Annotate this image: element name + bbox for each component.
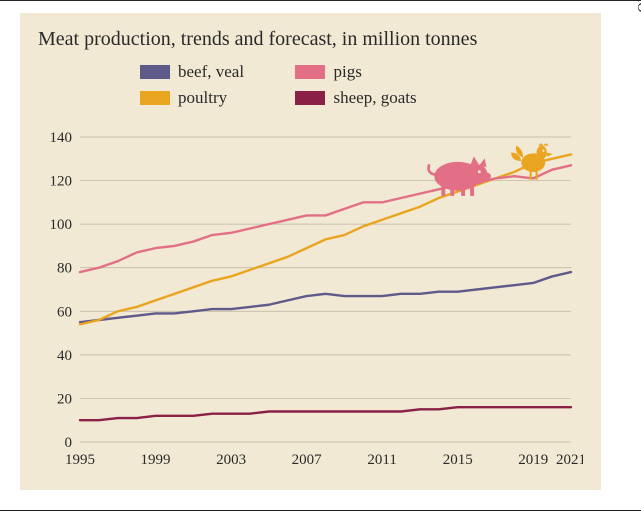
svg-text:80: 80 [57, 261, 72, 277]
svg-text:1995: 1995 [65, 452, 95, 468]
svg-text:0: 0 [65, 435, 73, 451]
legend-item-poultry: poultry [140, 88, 277, 108]
legend-label: beef, veal [178, 62, 244, 82]
chart-panel: Meat production, trends and forecast, in… [20, 13, 601, 490]
chicken-icon [511, 144, 553, 180]
legend: beef, veal pigs poultry sheep, goats [140, 62, 450, 108]
svg-text:100: 100 [50, 217, 73, 233]
legend-swatch-pigs [295, 65, 325, 79]
svg-text:2019: 2019 [518, 452, 548, 468]
plot-area: 0 20 40 60 80 100 120 140 1995 1999 2003 2007 2011 20… [38, 131, 583, 472]
legend-swatch-poultry [140, 91, 170, 105]
svg-text:140: 140 [50, 131, 73, 146]
svg-text:2007: 2007 [292, 452, 323, 468]
source-credit: OECD/FAO [633, 0, 641, 13]
svg-text:2011: 2011 [367, 452, 396, 468]
svg-text:20: 20 [57, 391, 72, 407]
svg-text:2015: 2015 [443, 452, 473, 468]
legend-item-pigs: pigs [295, 62, 450, 82]
svg-text:2003: 2003 [216, 452, 246, 468]
svg-text:2021: 2021 [556, 452, 583, 468]
chart-svg: 0 20 40 60 80 100 120 140 1995 1999 2003 2007 2011 20… [38, 131, 583, 472]
legend-swatch-beef [140, 65, 170, 79]
legend-label: sheep, goats [333, 88, 416, 108]
svg-text:120: 120 [50, 174, 73, 190]
series-line-beef_veal [80, 272, 571, 322]
legend-swatch-sheep [295, 91, 325, 105]
chart-title: Meat production, trends and forecast, in… [38, 27, 583, 52]
series-line-poultry [80, 154, 571, 324]
legend-item-beef: beef, veal [140, 62, 277, 82]
series-line-pigs [80, 165, 571, 272]
svg-text:40: 40 [57, 348, 72, 364]
svg-text:60: 60 [57, 304, 72, 320]
legend-label: poultry [178, 88, 227, 108]
svg-text:1999: 1999 [141, 452, 171, 468]
legend-label: pigs [333, 62, 361, 82]
legend-item-sheep: sheep, goats [295, 88, 450, 108]
chart-frame: Meat production, trends and forecast, in… [0, 0, 641, 511]
series-line-sheep_goats [80, 407, 571, 420]
